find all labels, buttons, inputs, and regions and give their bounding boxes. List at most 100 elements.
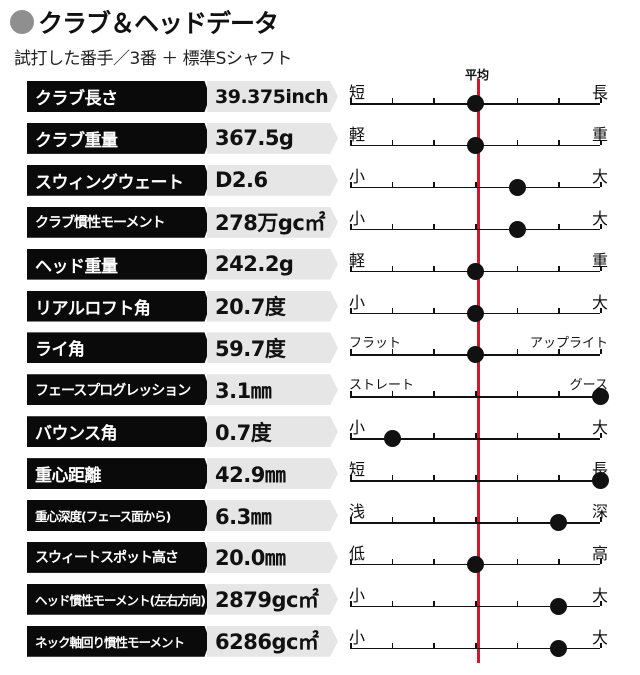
scale-right-label: 大: [591, 418, 608, 438]
scale-tick: [558, 181, 560, 187]
scale-tick: [516, 517, 519, 522]
scale-tick: [350, 642, 352, 648]
scale-left-label: 短: [349, 460, 366, 480]
row-value: 6286gc㎡: [207, 625, 338, 657]
rating-scale: フラット アップライト: [349, 329, 610, 369]
scale-tick: [350, 433, 352, 439]
scale-tick: [600, 600, 602, 606]
scale-left-label: フラット: [349, 336, 402, 352]
rating-scale: 短長: [349, 455, 610, 495]
value-marker: [508, 220, 526, 238]
scale-axis: [350, 228, 600, 231]
scale-tick: [350, 475, 352, 481]
row-label: リアルロフト角: [27, 290, 210, 322]
rating-scale: 小大: [349, 204, 610, 244]
scale-tick: [391, 181, 394, 187]
scale-left-label: 小: [349, 585, 366, 605]
scale-tick: [433, 600, 435, 606]
row-value: 242.2g: [207, 248, 338, 280]
average-line: [477, 79, 480, 663]
title-text: クラブ＆ヘッドデータ: [38, 9, 279, 38]
scale-tick: [600, 139, 602, 145]
rating-scale: 短長: [349, 78, 610, 118]
scale-tick: [475, 223, 477, 229]
scale-tick: [433, 558, 435, 564]
value-marker: [467, 346, 484, 364]
scale-tick: [516, 600, 519, 606]
scale-left-label: 低: [349, 543, 366, 563]
scale-tick: [391, 517, 394, 522]
scale-tick: [391, 349, 394, 355]
bullet-circle-icon: [10, 10, 34, 34]
scale-tick: [600, 307, 602, 313]
value-marker: [508, 178, 526, 196]
scale-tick: [516, 139, 519, 145]
scale-tick: [475, 433, 477, 439]
row-label: クラブ重量: [27, 122, 210, 154]
scale-left-label: ストレート: [349, 378, 415, 394]
row-value: 3.1㎜: [207, 374, 338, 406]
row-label: 重心深度(フェース面から): [27, 500, 210, 531]
scale-tick: [600, 98, 602, 103]
table-row: クラブ長さ 39.375inch 短長: [0, 78, 640, 118]
scale-tick: [433, 139, 435, 145]
scale-tick: [350, 139, 352, 145]
rating-scale: 小大: [349, 288, 610, 328]
scale-right-label: 大: [591, 166, 608, 186]
scale-tick: [391, 265, 394, 271]
row-label: クラブ長さ: [27, 81, 210, 112]
scale-left-label: 軽: [349, 250, 366, 270]
value-marker: [592, 472, 609, 490]
value-marker: [467, 95, 484, 112]
table-row: スウィングウェート D2.6 小 大: [0, 162, 640, 202]
scale-tick: [600, 517, 602, 522]
scale-tick: [475, 475, 477, 481]
row-label: 重心距離: [27, 458, 210, 490]
scale-tick: [516, 642, 519, 648]
scale-axis: [350, 186, 600, 189]
scale-tick: [558, 223, 560, 229]
scale-tick: [433, 642, 435, 648]
scale-tick: [516, 307, 519, 313]
rating-scale: ストレート グース: [349, 371, 610, 411]
scale-tick: [558, 349, 560, 355]
row-value: 278万gc㎡: [207, 206, 338, 238]
scale-tick: [475, 181, 477, 187]
scale-right-label: 深: [591, 502, 608, 521]
row-value: 20.7度: [207, 290, 338, 322]
scale-tick: [516, 349, 519, 355]
value-marker: [467, 555, 484, 573]
rating-scale: 小大: [349, 623, 610, 663]
row-value: D2.6: [207, 164, 338, 196]
rating-scale: 浅深: [349, 497, 610, 537]
row-value: 367.5g: [207, 122, 338, 154]
scale-tick: [600, 642, 602, 648]
scale-tick: [516, 475, 519, 481]
rating-scale: 軽重: [349, 120, 610, 160]
scale-tick: [516, 558, 519, 564]
scale-axis: [350, 647, 600, 650]
scale-tick: [350, 349, 352, 355]
scale-tick: [350, 181, 352, 187]
row-label: スウィングウェート: [27, 164, 210, 196]
scale-tick: [350, 307, 352, 313]
scale-tick: [433, 391, 435, 397]
scale-tick: [433, 475, 435, 481]
row-label: ヘッド重量: [27, 248, 210, 280]
subtitle: 試打した番手／3番 ＋ 標準Sシャフト: [14, 49, 292, 69]
scale-left-label: 浅: [349, 502, 366, 521]
row-label: ネック軸回り慣性モーメント: [27, 625, 210, 657]
scale-tick: [391, 391, 394, 397]
scale-left-label: 小: [349, 166, 366, 186]
scale-tick: [433, 517, 435, 522]
scale-tick: [350, 558, 352, 564]
scale-axis: [350, 480, 600, 482]
value-marker: [467, 304, 484, 322]
scale-tick: [433, 223, 435, 229]
scale-right-label: アップライト: [529, 336, 608, 352]
scale-tick: [600, 265, 602, 271]
